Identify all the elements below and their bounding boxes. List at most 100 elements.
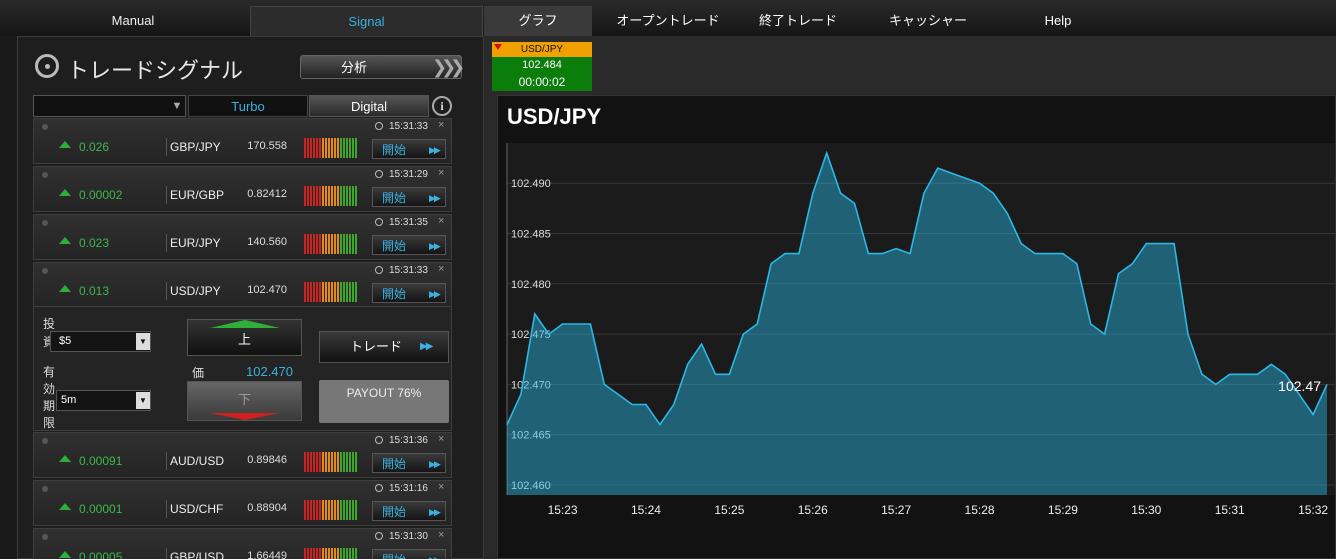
close-icon[interactable]: × bbox=[438, 263, 445, 275]
button-arrows: ▶▶ bbox=[420, 341, 433, 352]
meter-bar bbox=[310, 548, 312, 559]
meter-bar bbox=[346, 282, 348, 302]
start-button[interactable]: 開始▶▶ bbox=[372, 549, 446, 559]
meter-bar bbox=[355, 138, 357, 158]
signal-price: 0.82412 bbox=[247, 188, 287, 200]
signal-row[interactable]: 0.013 USD/JPY 102.470 15:31:33 × 開始 ▶▶ bbox=[33, 262, 452, 308]
nav-tab[interactable]: Manual bbox=[111, 13, 155, 28]
trade-button[interactable]: トレード ▶▶ bbox=[319, 331, 449, 363]
nav-tab[interactable]: キャッシャー bbox=[888, 13, 967, 28]
meter-bar bbox=[313, 548, 315, 559]
payout-box: PAYOUT 76% bbox=[319, 380, 449, 423]
meter-bar bbox=[352, 452, 354, 472]
signal-row[interactable]: 0.023 EUR/JPY 140.560 15:31:35 × 開始 ▶▶ bbox=[33, 214, 452, 260]
meter-bar bbox=[343, 138, 345, 158]
close-icon[interactable]: × bbox=[438, 167, 445, 179]
separator bbox=[166, 234, 167, 252]
start-button[interactable]: 開始▶▶ bbox=[372, 283, 446, 303]
up-button[interactable]: 上 bbox=[187, 319, 302, 356]
meter-bar bbox=[316, 282, 318, 302]
close-icon[interactable]: × bbox=[438, 433, 445, 445]
signal-row[interactable]: 0.00001 USD/CHF 0.88904 15:31:16 × 開始 ▶▶ bbox=[33, 480, 452, 526]
meter-bar bbox=[343, 548, 345, 559]
close-icon[interactable]: × bbox=[438, 215, 445, 227]
meter-bar bbox=[307, 500, 309, 520]
meter-bar bbox=[304, 500, 306, 520]
close-icon[interactable]: × bbox=[438, 481, 445, 493]
clock-icon bbox=[375, 436, 383, 444]
meter-bar bbox=[319, 548, 321, 559]
signal-row[interactable]: 0.00091 AUD/USD 0.89846 15:31:36 × 開始 ▶▶ bbox=[33, 432, 452, 478]
separator bbox=[166, 500, 167, 518]
meter-bar bbox=[340, 282, 342, 302]
meter-bar bbox=[343, 186, 345, 206]
ticker-price: 102.484 bbox=[522, 59, 562, 71]
info-icon[interactable]: i bbox=[432, 96, 452, 116]
x-tick-label: 15:25 bbox=[714, 503, 744, 517]
meter-bar bbox=[307, 138, 309, 158]
filter-tab[interactable]: Turbo bbox=[188, 95, 308, 117]
meter-bar bbox=[355, 548, 357, 559]
nav-tab[interactable]: オープントレード bbox=[616, 13, 720, 28]
meter-bar bbox=[352, 500, 354, 520]
start-button[interactable]: 開始▶▶ bbox=[372, 453, 446, 473]
row-dot bbox=[42, 438, 48, 444]
close-icon[interactable]: × bbox=[438, 119, 445, 131]
meter-bar bbox=[331, 548, 333, 559]
top-bar bbox=[0, 0, 1336, 36]
meter-bar bbox=[334, 138, 336, 158]
signal-time: 15:31:33 bbox=[389, 121, 428, 132]
analyze-button[interactable]: 分析 bbox=[300, 55, 462, 79]
meter-bar bbox=[313, 138, 315, 158]
pair-select[interactable] bbox=[33, 95, 186, 117]
start-button[interactable]: 開始▶▶ bbox=[372, 235, 446, 255]
signal-pair: USD/CHF bbox=[170, 502, 224, 516]
meter-bar bbox=[337, 548, 339, 559]
signal-row[interactable]: 0.00002 EUR/GBP 0.82412 15:31:29 × 開始 ▶▶ bbox=[33, 166, 452, 212]
expiry-input[interactable]: 5m bbox=[56, 390, 151, 411]
form-price: 102.470 bbox=[246, 364, 293, 379]
down-button[interactable]: 下 bbox=[187, 381, 302, 421]
y-tick-label: 102.490 bbox=[511, 178, 551, 190]
x-tick-label: 15:26 bbox=[798, 503, 828, 517]
expiry-label: 有効期限 bbox=[43, 365, 56, 430]
clock-icon bbox=[375, 484, 383, 492]
signal-price: 0.89846 bbox=[247, 454, 287, 466]
close-icon[interactable]: × bbox=[438, 529, 445, 541]
invest-input[interactable]: $5 bbox=[50, 331, 151, 352]
separator bbox=[166, 282, 167, 300]
meter-bar bbox=[328, 452, 330, 472]
meter-bar bbox=[328, 500, 330, 520]
dropdown[interactable]: ▼ bbox=[136, 392, 150, 409]
start-button[interactable]: 開始▶▶ bbox=[372, 139, 446, 159]
dropdown[interactable]: ▼ bbox=[136, 333, 150, 350]
up-arrow bbox=[59, 455, 71, 462]
separator bbox=[166, 548, 167, 559]
signal-pair: GBP/USD bbox=[170, 550, 225, 559]
meter-bar bbox=[349, 138, 351, 158]
signal-change: 0.00091 bbox=[79, 454, 123, 468]
filter-tab[interactable]: Digital bbox=[309, 95, 429, 117]
meter-bar bbox=[316, 452, 318, 472]
signal-row[interactable]: 0.00005 GBP/USD 1.66449 15:31:30 × 開始▶▶ bbox=[33, 528, 452, 559]
row-dot bbox=[42, 486, 48, 492]
meter-bar bbox=[349, 500, 351, 520]
meter-bar bbox=[316, 186, 318, 206]
start-button[interactable]: 開始▶▶ bbox=[372, 187, 446, 207]
meter-bar bbox=[304, 138, 306, 158]
meter-bar bbox=[340, 138, 342, 158]
nav-tab[interactable]: グラフ bbox=[484, 6, 592, 36]
meter-bar bbox=[331, 500, 333, 520]
button-arrows: ▶▶ bbox=[429, 459, 441, 469]
meter-bar bbox=[334, 500, 336, 520]
meter-bar bbox=[319, 234, 321, 254]
signal-row[interactable]: 0.026 GBP/JPY 170.558 15:31:33 × 開始 ▶▶ bbox=[33, 118, 452, 164]
meter-bar bbox=[322, 234, 324, 254]
nav-tab[interactable]: 終了トレード bbox=[758, 13, 837, 28]
meter-bar bbox=[322, 138, 324, 158]
signal-pair: USD/JPY bbox=[170, 284, 221, 298]
nav-tab[interactable]: Help bbox=[1044, 13, 1072, 28]
nav-tab[interactable]: Signal bbox=[250, 6, 483, 36]
start-button[interactable]: 開始▶▶ bbox=[372, 501, 446, 521]
